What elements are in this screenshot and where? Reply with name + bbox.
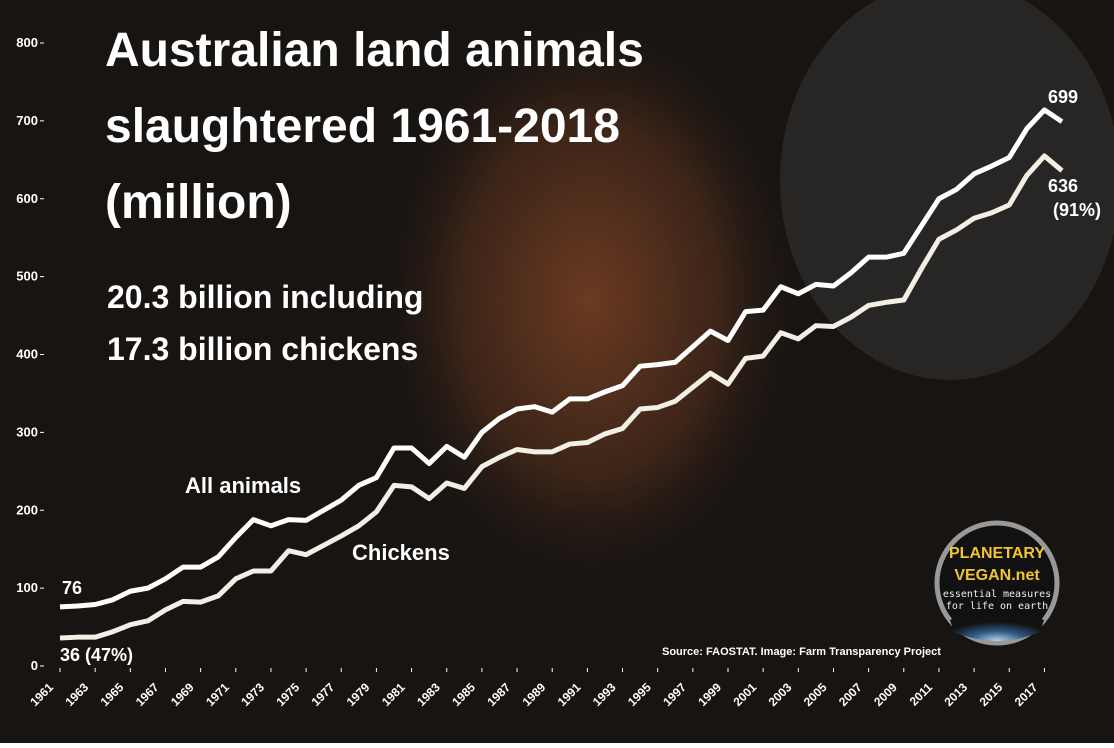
title: slaughtered 1961-2018: [105, 100, 620, 153]
data-label: 36 (47%): [60, 645, 133, 665]
y-tick-label: 300: [16, 424, 38, 439]
title: (million): [105, 176, 292, 229]
photo-shade: [370, 0, 810, 600]
photo-shade: [780, 0, 1114, 380]
y-tick-label: 800: [16, 35, 38, 50]
source: Source: FAOSTAT. Image: Farm Transparenc…: [662, 646, 941, 658]
series-line: [59, 107, 1064, 610]
logo-earth: [950, 609, 1044, 641]
y-tick-label: 700: [16, 113, 38, 128]
y-tick-label: 0: [31, 658, 38, 673]
series-label: Chickens: [352, 540, 450, 565]
y-tick-label: 400: [16, 347, 38, 362]
subtitle: 17.3 billion chickens: [107, 331, 418, 367]
data-label: 76: [62, 578, 82, 598]
logo-ring: [934, 520, 1060, 646]
logo-name: PLANETARY: [949, 545, 1045, 562]
logo-tagline: essential measures: [943, 589, 1051, 600]
y-tick-label: 500: [16, 269, 38, 284]
y-tick-label: 100: [16, 580, 38, 595]
series-line: [59, 153, 1064, 641]
data-label: 699: [1048, 87, 1078, 107]
title: Australian land animals: [105, 24, 644, 77]
data-label: 636 (91%): [1048, 176, 1101, 220]
logo-name: VEGAN.net: [954, 567, 1040, 584]
logo: PLANETARY VEGAN.net essential measures f…: [934, 520, 1060, 646]
y-tick-label: 600: [16, 191, 38, 206]
subtitle: 20.3 billion including: [107, 279, 423, 315]
series-label: All animals: [185, 473, 301, 498]
logo-tagline: for life on earth: [946, 601, 1048, 612]
y-tick-label: 200: [16, 502, 38, 517]
